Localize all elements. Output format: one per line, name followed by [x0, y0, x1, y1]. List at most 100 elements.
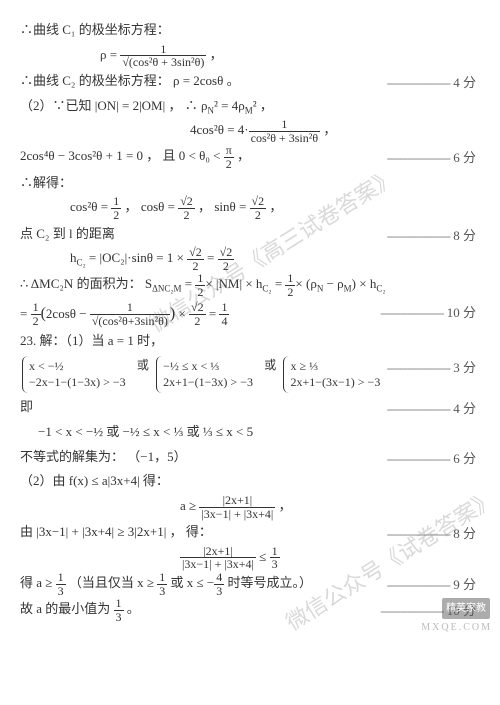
- a-min: 故 a 的最小值为 13 。 ------------------- 10 分: [20, 597, 480, 623]
- dash: -------------------: [387, 150, 450, 165]
- n: 1: [114, 597, 124, 611]
- d2: 3: [270, 558, 280, 571]
- v: 4 分: [453, 401, 476, 416]
- score-8: ------------------- 8 分: [387, 224, 476, 249]
- dash: -------------------: [387, 360, 450, 375]
- case1: x < −½ −2x−1−(1−3x) > −3: [22, 356, 130, 394]
- ie-ranges: −1 < x < −½ 或 −½ ≤ x < ⅓ 或 ⅓ ≤ x < 5: [20, 420, 480, 445]
- brand-footer: MXQE.COM: [421, 618, 492, 637]
- eq-on-om: （2）∵已知 |ON| = 2|OM| ， ∴ ρN² = 4ρM² ，: [20, 94, 480, 119]
- d: |3x−1| + |3x+4|: [199, 508, 275, 521]
- d: 3: [56, 585, 66, 598]
- eq-c1-polar: ∴曲线 C₁ 的极坐标方程：: [20, 18, 480, 43]
- d2: 3: [157, 585, 167, 598]
- score-8b: ------------------- 8 分: [387, 522, 476, 547]
- sub: ΔNC₂M: [152, 284, 181, 294]
- a: x < −½: [29, 358, 126, 375]
- t: a ≥: [180, 498, 199, 513]
- text: ∴曲线 C₁ 的极坐标方程：: [20, 22, 170, 37]
- t: （2）∵已知 |ON| = 2|OM| ， ∴ ρ: [20, 98, 207, 113]
- dash: -------------------: [380, 305, 443, 320]
- t7: ) × h: [352, 276, 377, 291]
- or1: 或: [137, 354, 149, 377]
- den: √(cos²θ + 3sin²θ): [120, 56, 206, 69]
- t: 2cos⁴θ − 3cos²θ + 1 = 0 ， 且 0 < θ₀ <: [20, 149, 224, 164]
- score-3: ------------------- 3 分: [387, 356, 476, 381]
- score-4b: ------------------- 4 分: [387, 397, 476, 422]
- d2: 2: [218, 260, 235, 273]
- t3: ，: [257, 98, 273, 113]
- d: 2: [31, 315, 41, 328]
- v: 8 分: [453, 526, 476, 541]
- v: 3 分: [453, 360, 476, 375]
- t2: = 4ρ: [218, 98, 245, 113]
- eq: =: [206, 306, 220, 321]
- d: 2: [111, 209, 121, 222]
- t: （2）由 f(x) ≤ a|3x+4| 得：: [20, 473, 169, 488]
- dash: -------------------: [387, 451, 450, 466]
- brand-badge: 精英家教: [442, 598, 490, 619]
- v: 6 分: [453, 150, 476, 165]
- dash: -------------------: [387, 577, 450, 592]
- eq-4cos: 4cos²θ = 4·1cos²θ + 3sin²θ ，: [20, 118, 480, 144]
- eq-area: ∴ ΔMC₂N 的面积为： SΔNC₂M = 12× |NM| × hC₂ = …: [20, 272, 480, 298]
- s: S: [145, 276, 152, 291]
- eq: =: [182, 276, 196, 291]
- eq: =: [204, 250, 218, 265]
- n: |2x+1|: [180, 545, 256, 559]
- t: 点 C₂ 到 l 的距离: [20, 226, 115, 241]
- d: cos²θ + 3sin²θ: [249, 132, 320, 145]
- or2: 或: [264, 354, 276, 377]
- n: √2: [187, 246, 204, 260]
- cases: x < −½ −2x−1−(1−3x) > −3 或 −½ ≤ x < ⅓ 2x…: [20, 354, 480, 396]
- dash: -------------------: [387, 401, 450, 416]
- text: ∴曲线 C₂ 的极坐标方程： ρ = 2cosθ 。: [20, 73, 240, 88]
- eq-cos-values: cos²θ = 12 ， cosθ = √22 ， sinθ = √22 ，: [20, 195, 480, 221]
- n2: 1: [90, 301, 170, 315]
- n3: √2: [189, 301, 206, 315]
- abs-ineq: 由 |3x−1| + |3x+4| ≥ 3|2x+1| ， 得： -------…: [20, 520, 480, 545]
- t3: sinθ =: [214, 199, 249, 214]
- t: ∴解得：: [20, 175, 72, 190]
- eq-c1-rho: ρ = 1√(cos²θ + 3sin²θ) ，: [20, 43, 480, 69]
- t6: − ρ: [323, 276, 343, 291]
- t5: × (ρ: [295, 276, 316, 291]
- v: 9 分: [453, 577, 476, 592]
- t: 不等式的解集为： （−1，5）: [20, 449, 187, 464]
- t: 得 a ≥: [20, 575, 56, 590]
- dash: -------------------: [380, 603, 443, 618]
- n2: √2: [218, 246, 235, 260]
- t: −1 < x < −½ 或 −½ ≤ x < ⅓ 或 ⅓ ≤ x < 5: [38, 424, 253, 439]
- dash: -------------------: [387, 228, 450, 243]
- t4: 时等号成立。）: [224, 575, 312, 590]
- case2: −½ ≤ x < ⅓ 2x+1−(1−3x) > −3: [156, 356, 257, 394]
- eq-solve: ∴解得：: [20, 171, 480, 196]
- d4: 4: [219, 315, 229, 328]
- t: 故 a 的最小值为: [20, 601, 114, 616]
- v: 10 分: [447, 305, 476, 320]
- n3: 4: [214, 571, 224, 585]
- d2: 2: [285, 286, 295, 299]
- t2: cosθ =: [141, 199, 178, 214]
- n4: 1: [219, 301, 229, 315]
- d: 3: [114, 611, 124, 624]
- t2: （当且仅当 x ≥: [69, 575, 157, 590]
- n: 1: [195, 272, 205, 286]
- solution-set: 不等式的解集为： （−1，5） ------------------- 6 分: [20, 445, 480, 470]
- a: x ≥ ⅓: [290, 358, 380, 375]
- case3: x ≥ ⅓ 2x+1−(3x−1) > −3: [283, 356, 384, 394]
- t: ∴ ΔMC₂N 的面积为：: [20, 276, 142, 291]
- d: 2: [178, 209, 195, 222]
- n: π: [224, 144, 234, 158]
- n2: 1: [270, 545, 280, 559]
- n2: 1: [157, 571, 167, 585]
- score-6b: ------------------- 6 分: [387, 447, 476, 472]
- t3: 或 x ≤ −: [167, 575, 214, 590]
- abs-ineq-2: |2x+1||3x−1| + |3x+4| ≤ 13: [20, 545, 480, 571]
- t3: × |NM| × h: [205, 276, 262, 291]
- d: 2: [195, 286, 205, 299]
- b: −2x−1−(1−3x) > −3: [29, 374, 126, 391]
- t: 23. 解：（1）当 a = 1 时，: [20, 333, 163, 348]
- ie: 即 ------------------- 4 分: [20, 395, 480, 420]
- score-10a: ------------------- 10 分: [380, 301, 476, 326]
